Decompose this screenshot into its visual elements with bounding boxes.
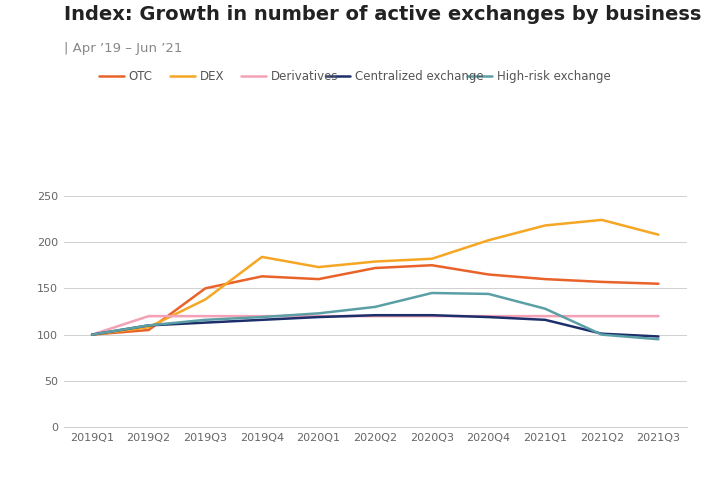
DEX [428, 256, 436, 262]
OTC [598, 279, 606, 285]
Derivatives [654, 313, 663, 319]
High-risk exchange [201, 317, 210, 323]
Line: DEX: DEX [92, 220, 658, 335]
Text: Centralized exchange: Centralized exchange [355, 70, 484, 82]
DEX [484, 237, 493, 243]
Centralized exchange [88, 332, 96, 338]
Derivatives [258, 313, 266, 319]
DEX [541, 222, 549, 228]
Derivatives [201, 313, 210, 319]
DEX [144, 324, 153, 330]
Line: OTC: OTC [92, 265, 658, 335]
Derivatives [88, 332, 96, 338]
Derivatives [598, 313, 606, 319]
Text: OTC: OTC [129, 70, 153, 82]
Derivatives [428, 313, 436, 319]
OTC [428, 262, 436, 268]
DEX [88, 332, 96, 338]
DEX [314, 264, 323, 270]
Centralized exchange [258, 317, 266, 323]
DEX [201, 297, 210, 302]
High-risk exchange [541, 306, 549, 312]
OTC [371, 265, 379, 271]
OTC [258, 273, 266, 279]
Derivatives [144, 313, 153, 319]
OTC [314, 276, 323, 282]
Line: Centralized exchange: Centralized exchange [92, 315, 658, 336]
Centralized exchange [654, 333, 663, 339]
DEX [598, 217, 606, 223]
Centralized exchange [314, 314, 323, 320]
High-risk exchange [598, 332, 606, 338]
Line: Derivatives: Derivatives [92, 316, 658, 335]
Line: High-risk exchange: High-risk exchange [92, 293, 658, 339]
Text: Index: Growth in number of active exchanges by business model: Index: Growth in number of active exchan… [64, 5, 708, 24]
DEX [371, 259, 379, 265]
OTC [541, 276, 549, 282]
High-risk exchange [314, 310, 323, 316]
Centralized exchange [371, 312, 379, 318]
Centralized exchange [144, 323, 153, 328]
Text: Derivatives: Derivatives [270, 70, 338, 82]
OTC [144, 327, 153, 333]
Centralized exchange [541, 317, 549, 323]
Derivatives [484, 313, 493, 319]
OTC [88, 332, 96, 338]
OTC [201, 285, 210, 291]
High-risk exchange [428, 290, 436, 296]
Centralized exchange [201, 320, 210, 326]
Derivatives [371, 313, 379, 319]
High-risk exchange [258, 314, 266, 320]
Derivatives [541, 313, 549, 319]
High-risk exchange [371, 304, 379, 310]
Text: DEX: DEX [200, 70, 224, 82]
Text: | Apr ’19 – Jun ’21: | Apr ’19 – Jun ’21 [64, 42, 182, 55]
OTC [654, 281, 663, 287]
High-risk exchange [654, 336, 663, 342]
OTC [484, 272, 493, 277]
DEX [258, 254, 266, 260]
DEX [654, 232, 663, 238]
High-risk exchange [144, 323, 153, 328]
Centralized exchange [484, 314, 493, 320]
High-risk exchange [88, 332, 96, 338]
Centralized exchange [598, 331, 606, 337]
Text: High-risk exchange: High-risk exchange [497, 70, 611, 82]
High-risk exchange [484, 291, 493, 297]
Centralized exchange [428, 312, 436, 318]
Derivatives [314, 313, 323, 319]
